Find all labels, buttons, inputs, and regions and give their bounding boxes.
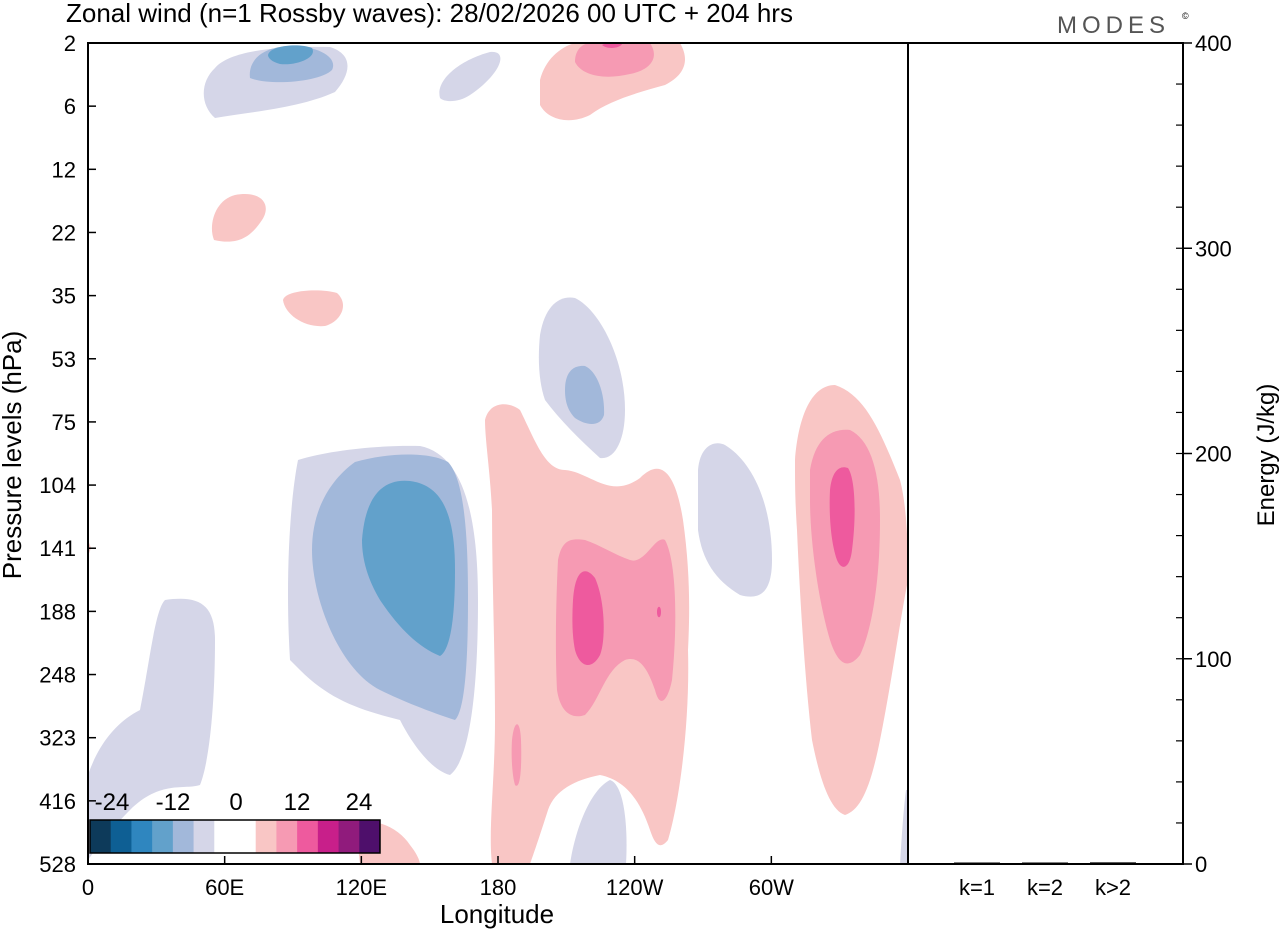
longitude-tick-label: 60E <box>205 875 244 900</box>
energy-category-label: k=1 <box>959 875 995 900</box>
pressure-tick-label: 75 <box>52 410 76 435</box>
pressure-tick-label: 188 <box>39 599 76 624</box>
colorbar-tick-label: 0 <box>229 789 242 816</box>
colorbar-swatch <box>110 820 132 853</box>
colorbar-swatch <box>317 820 340 853</box>
energy-bar <box>1022 862 1068 864</box>
contour-neg-12-center <box>362 480 455 656</box>
contour-field <box>88 43 908 864</box>
colorbar-swatch <box>359 820 381 853</box>
contour-pos-12-dot <box>657 606 661 618</box>
contour-pos-12-top <box>602 43 622 48</box>
pressure-tick-label: 528 <box>39 852 76 877</box>
energy-tick-label: 0 <box>1195 852 1207 877</box>
colorbar-swatch <box>276 820 298 853</box>
x-axis-title: Longitude <box>440 899 554 929</box>
energy-category-label: k=2 <box>1027 875 1063 900</box>
colorbar-tick-label: -12 <box>156 789 191 816</box>
colorbar-tick-label: 12 <box>284 789 311 816</box>
colorbar-swatch <box>297 820 319 853</box>
pressure-tick-label: 22 <box>52 220 76 245</box>
y-axis-title: Pressure levels (hPa) <box>0 331 27 580</box>
contour-pos-4-mid-small <box>283 290 344 327</box>
contour-pos-12-center <box>572 571 604 666</box>
energy-axis: 0 100 200 300 400 <box>1176 31 1232 877</box>
energy-category-label: k>2 <box>1095 875 1131 900</box>
colorbar-frame <box>89 819 381 854</box>
colorbar-swatch <box>338 820 360 853</box>
colorbar-tick-label: -24 <box>95 789 130 816</box>
contour-neg-4-small-top <box>439 51 501 102</box>
longitude-tick-label: 0 <box>82 875 94 900</box>
energy-tick-label: 300 <box>1195 236 1232 261</box>
colorbar-swatch <box>131 820 153 853</box>
pressure-tick-label: 248 <box>39 663 76 688</box>
pressure-tick-label: 416 <box>39 789 76 814</box>
brand-copyright-mark: © <box>1182 11 1189 21</box>
longitude-axis: 0 60E 120E 180 120W 60W <box>82 856 794 900</box>
contour-pos-8-thin <box>511 724 522 786</box>
longitude-tick-label: 60W <box>749 875 794 900</box>
longitude-tick-label: 120E <box>336 875 387 900</box>
contour-pos-4-upper-small <box>211 194 266 242</box>
contour-neg-4-mid-right <box>698 443 772 597</box>
colorbar-swatch <box>235 820 257 853</box>
colorbar-tick-label: 24 <box>346 789 373 816</box>
colorbar-swatch <box>172 820 195 853</box>
energy-tick-label: 100 <box>1195 647 1232 672</box>
colorbar-swatch <box>193 820 215 853</box>
pressure-axis: 2 6 12 22 35 53 75 104 141 188 248 323 416 528 <box>39 31 96 877</box>
contour-neg-12-upper-left <box>268 45 313 65</box>
energy-axis-title: Energy (J/kg) <box>1253 384 1280 527</box>
pressure-tick-label: 104 <box>39 473 76 498</box>
pressure-tick-label: 2 <box>64 31 76 56</box>
longitude-tick-label: 120W <box>606 875 664 900</box>
energy-tick-label: 400 <box>1195 31 1232 56</box>
energy-bar <box>1090 862 1136 864</box>
pressure-tick-label: 35 <box>52 284 76 309</box>
contour-neg-4-bottom <box>570 780 627 864</box>
energy-bar <box>954 862 1000 864</box>
contour-pos-8-top <box>575 43 654 77</box>
colorbar-swatch <box>90 820 112 853</box>
pressure-tick-label: 323 <box>39 726 76 751</box>
contour-neg-8-mid-upper <box>565 365 605 424</box>
pressure-tick-label: 6 <box>64 94 76 119</box>
colorbar-swatch <box>152 820 174 853</box>
colorbar-swatch <box>255 820 277 853</box>
pressure-tick-label: 141 <box>39 536 76 561</box>
longitude-tick-label: 180 <box>480 875 517 900</box>
chart-title: Zonal wind (n=1 Rossby waves): 28/02/202… <box>66 0 793 28</box>
pressure-tick-label: 12 <box>52 157 76 182</box>
pressure-tick-label: 53 <box>52 347 76 372</box>
energy-bars: k=1 k=2 k>2 <box>954 862 1136 900</box>
energy-plot-frame <box>907 42 1184 865</box>
energy-tick-label: 200 <box>1195 442 1232 467</box>
colorbar-legend: -24 -12 0 12 24 <box>89 789 381 854</box>
contour-neg-4-right-edge <box>900 790 908 864</box>
contour-pos-12-right <box>829 467 855 567</box>
brand-logo: MODES <box>1057 12 1170 39</box>
contour-neg-4-lower-left <box>88 598 215 860</box>
colorbar-swatch <box>214 820 236 853</box>
